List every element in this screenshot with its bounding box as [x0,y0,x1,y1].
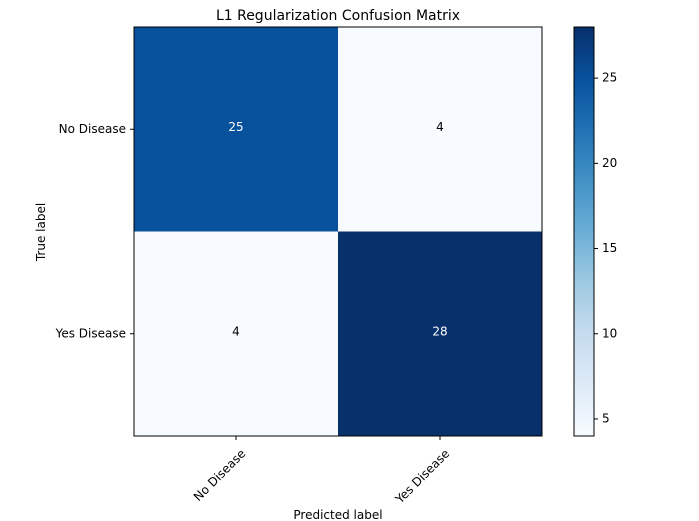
colorbar [573,26,595,437]
colorbar-ticks: 5 10 15 20 25 [594,71,617,425]
y-tick-label: Yes Disease [55,326,126,340]
cell-value-label: 4 [436,120,444,134]
heatmap-cell [338,231,542,436]
y-axis-label: True label [34,203,48,262]
x-tick-label: No Disease [191,446,249,504]
y-tick-label: No Disease [59,122,126,136]
cell-value-label: 4 [232,324,240,338]
colorbar-tick-label: 10 [602,326,617,340]
y-axis-ticks: No Disease Yes Disease [55,122,134,340]
colorbar-tick-label: 20 [602,156,617,170]
heatmap-cell [338,27,542,232]
cell-value-label: 28 [432,324,447,338]
plot-frame [133,26,543,437]
x-axis-ticks: No Disease Yes Disease [191,436,452,507]
colorbar-tick-label: 5 [602,411,610,425]
heatmap-cells [134,27,542,436]
x-tick-label: Yes Disease [392,446,452,506]
heatmap-cell-labels: 25 4 4 28 [228,120,447,339]
heatmap-cell [134,27,338,232]
colorbar-tick-label: 15 [602,241,617,255]
heatmap-cell [134,231,338,436]
cell-value-label: 25 [228,120,243,134]
x-axis-label: Predicted label [293,508,382,521]
colorbar-tick-label: 25 [602,71,617,85]
chart-title: L1 Regularization Confusion Matrix [216,8,460,24]
